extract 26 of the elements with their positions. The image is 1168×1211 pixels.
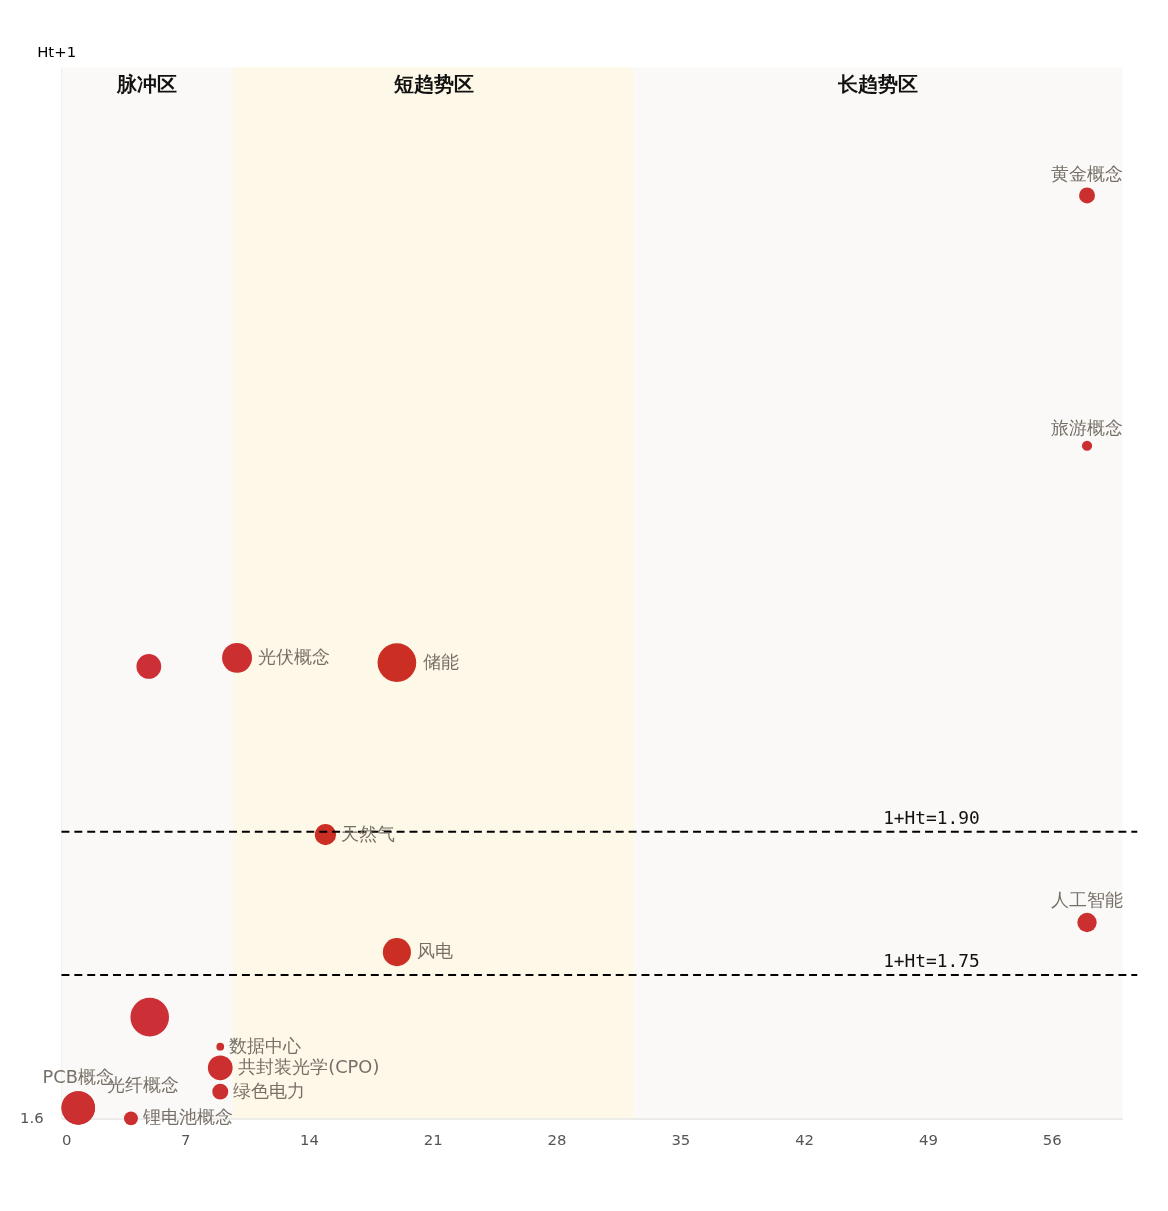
ref-line-label: 1+Ht=1.75: [883, 950, 980, 972]
band-label: 短趋势区: [392, 72, 474, 97]
x-tick-label: 14: [300, 1130, 319, 1149]
band-label: 长趋势区: [837, 72, 919, 97]
y-axis-title: Ht+1: [37, 42, 77, 61]
series-label: 绿色电力: [233, 1079, 306, 1101]
series-label: 黄金概念: [1051, 163, 1124, 185]
series-label: 光伏概念: [257, 645, 330, 667]
series-label: 人工智能: [1051, 888, 1124, 910]
annotation: 1.6: [19, 1109, 44, 1128]
series-label: 旅游概念: [1051, 417, 1124, 439]
ref-line-label: 1+Ht=1.90: [883, 806, 980, 828]
series-label: 锂电池概念: [141, 1106, 233, 1128]
x-tick-label: 56: [1042, 1130, 1062, 1149]
x-tick-label: 49: [918, 1130, 938, 1149]
band-label: 脉冲区: [116, 72, 178, 97]
x-tick-label: 0: [61, 1130, 72, 1149]
x-tick-label: 7: [181, 1130, 191, 1149]
series-label: 共封装光学(CPO): [238, 1055, 380, 1077]
series-label: 数据中心: [228, 1034, 301, 1056]
x-tick-label: 35: [671, 1130, 691, 1149]
x-tick-label: 21: [423, 1130, 443, 1149]
series-label: 储能: [422, 650, 459, 672]
x-tick-label: 42: [795, 1130, 815, 1149]
x-tick-label: 28: [547, 1130, 567, 1149]
series-label: 风电: [416, 940, 453, 962]
